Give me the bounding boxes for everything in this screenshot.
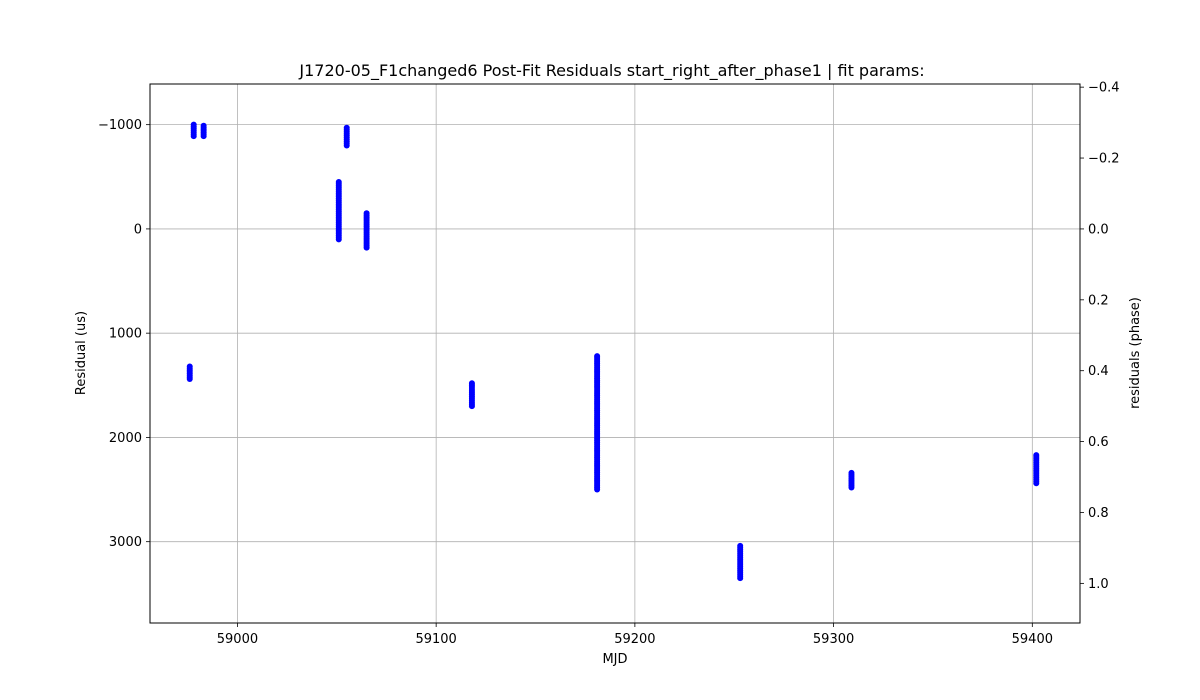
x-axis: 59000 59100 59200 59300 59400	[217, 623, 1053, 647]
y-right-tick-label: −0.2	[1088, 152, 1120, 167]
data-point	[186, 376, 193, 383]
data-point	[335, 236, 342, 243]
y-right-tick-label: 0.6	[1088, 435, 1109, 450]
x-tick-label: 59200	[614, 632, 655, 647]
data-point	[200, 133, 207, 140]
data-point	[737, 575, 744, 582]
y-right-tick-label: 0.0	[1088, 222, 1109, 237]
chart-title: J1720-05_F1changed6 Post-Fit Residuals s…	[298, 61, 924, 81]
data-point	[363, 244, 370, 251]
data-point	[594, 486, 601, 493]
y-axis-label: Residual (us)	[74, 311, 89, 395]
grid-lines	[150, 84, 1080, 623]
x-tick-label: 59100	[415, 632, 456, 647]
y-right-tick-label: 0.2	[1088, 293, 1109, 308]
y-right-tick-label: 0.4	[1088, 364, 1109, 379]
y-axis-left: −1000 0 1000 2000 3000	[98, 118, 150, 550]
y-right-tick-label: −0.4	[1088, 81, 1120, 96]
y-right-tick-label: 0.8	[1088, 506, 1109, 521]
x-tick-label: 59400	[1012, 632, 1053, 647]
plot-frame	[149, 83, 1081, 624]
data-point	[848, 484, 855, 491]
x-tick-label: 59000	[217, 632, 258, 647]
x-tick-label: 59300	[813, 632, 854, 647]
x-axis-label: MJD	[602, 652, 627, 667]
data-point	[190, 133, 197, 140]
y-tick-label: 3000	[109, 535, 142, 550]
y-tick-label: 2000	[109, 431, 142, 446]
y-tick-label: 0	[134, 222, 142, 237]
y-right-tick-label: 1.0	[1088, 577, 1109, 592]
data-point	[1033, 480, 1040, 487]
data-point	[343, 142, 350, 149]
y-axis-right: −0.4 −0.2 0.0 0.2 0.4 0.6 0.8 1.0	[1080, 81, 1120, 592]
y-axis-right-label: residuals (phase)	[1128, 297, 1143, 409]
scatter-points	[186, 121, 1040, 582]
y-tick-label: 1000	[109, 327, 142, 342]
y-tick-label: −1000	[98, 118, 142, 133]
data-point	[468, 403, 475, 410]
